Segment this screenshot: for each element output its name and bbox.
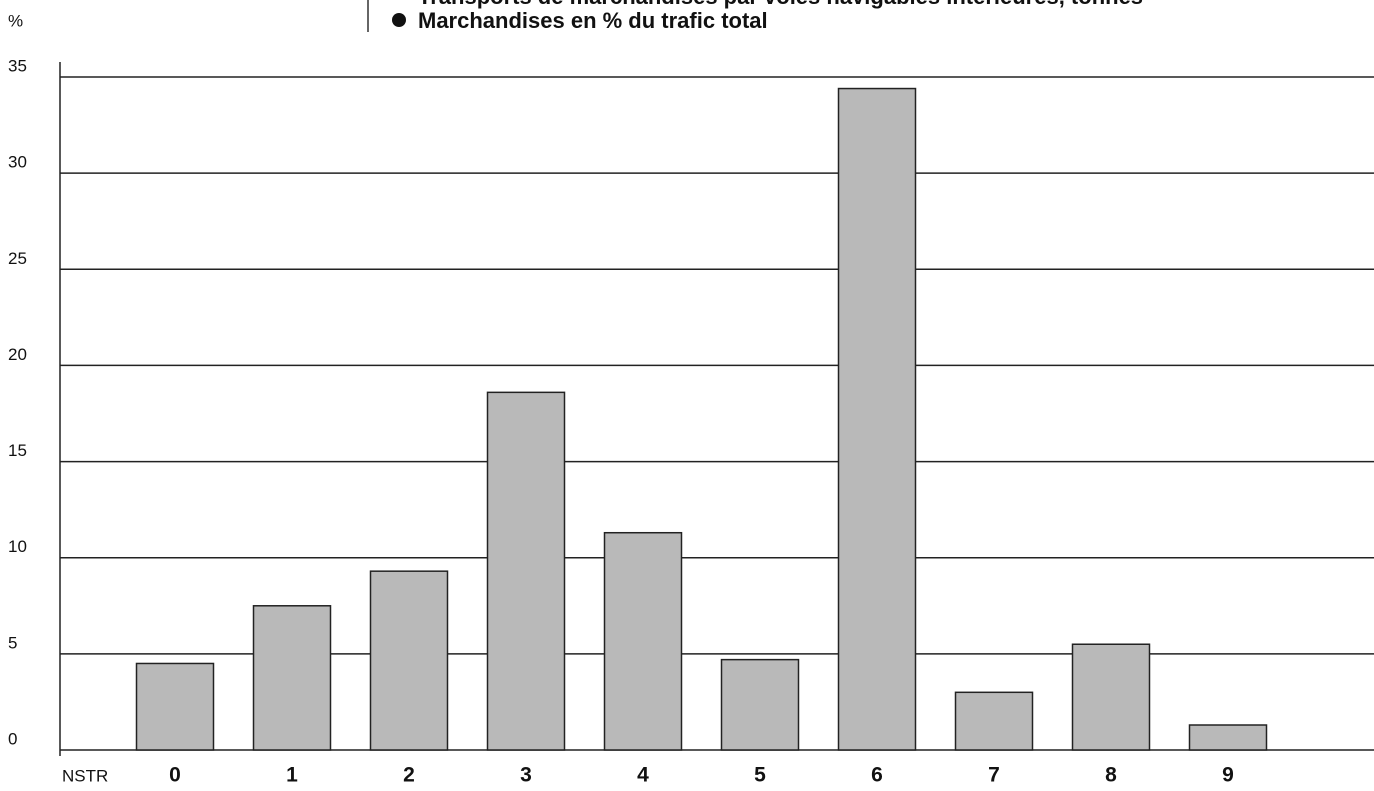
bar [1188,724,1268,751]
bar [603,531,683,751]
chart-title: Transports de marchandises par voies nav… [418,0,1143,9]
bar [720,658,800,751]
y-tick-label: 25 [8,249,27,268]
y-axis-label: % [8,11,23,30]
y-tick-label: 0 [8,729,17,748]
x-tick-label: 8 [1105,764,1117,787]
x-tick-label: 9 [1222,764,1234,787]
y-tick-label: 30 [8,153,27,172]
x-axis-label: NSTR [62,766,108,785]
x-tick-label: 3 [520,764,532,787]
bar [135,662,215,751]
bar [954,691,1034,751]
y-tick-label: 35 [8,56,27,75]
x-tick-label: 2 [403,764,415,787]
x-tick-label: 4 [637,764,649,787]
y-tick-label: 15 [8,441,27,460]
bar [837,87,917,751]
y-tick-label: 20 [8,345,27,364]
bar [486,391,566,751]
x-tick-label: 7 [988,764,1000,787]
x-tick-label: 5 [754,764,766,787]
x-tick-label: 1 [286,764,298,787]
bar [369,570,449,751]
title-bullet [392,13,406,27]
x-tick-label: 0 [169,764,181,787]
y-tick-label: 10 [8,537,27,556]
x-tick-label: 6 [871,764,883,787]
bar [1071,643,1151,751]
y-tick-label: 5 [8,633,17,652]
bar [252,605,332,751]
chart-subtitle: Marchandises en % du trafic total [418,8,768,33]
